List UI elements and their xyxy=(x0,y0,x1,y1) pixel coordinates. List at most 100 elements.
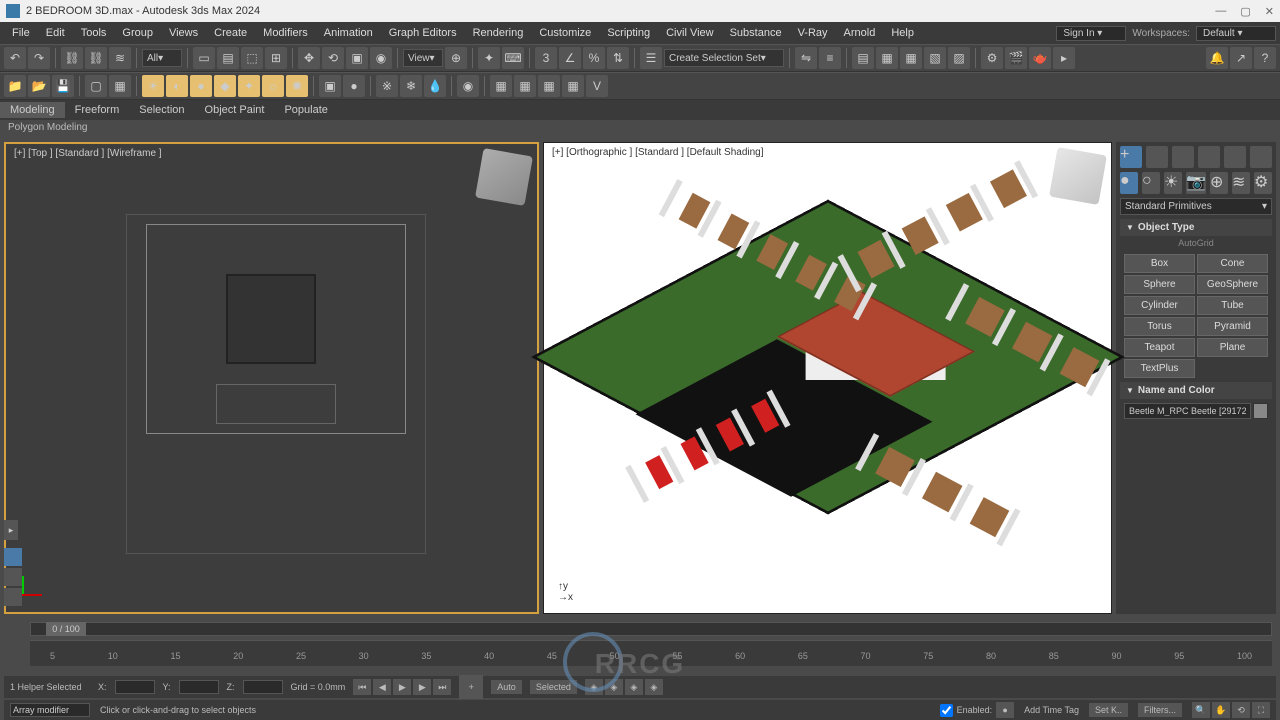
light-sky-button[interactable]: ✦ xyxy=(238,75,260,97)
primitive-cone[interactable]: Cone xyxy=(1197,254,1268,273)
rollout-name-color[interactable]: Name and Color xyxy=(1120,382,1272,399)
motion-tab-icon[interactable] xyxy=(1198,146,1220,168)
workspaces-dropdown[interactable]: Default ▾ xyxy=(1196,26,1276,41)
keyboard-button[interactable]: ⌨ xyxy=(502,47,524,69)
primitive-pyramid[interactable]: Pyramid xyxy=(1197,317,1268,336)
viewport-top-label[interactable]: [+] [Top ] [Standard ] [Wireframe ] xyxy=(14,148,162,159)
dock-btn-2[interactable] xyxy=(4,568,22,586)
ref-coord-dropdown[interactable]: View ▾ xyxy=(403,49,443,67)
enabled-toggle[interactable]: ● xyxy=(996,702,1014,718)
tab-selection[interactable]: Selection xyxy=(129,102,194,118)
viewport-top[interactable]: [+] [Top ] [Standard ] [Wireframe ] xyxy=(4,142,539,614)
curve-editor-button[interactable]: ▦ xyxy=(900,47,922,69)
light-dir-button[interactable]: ● xyxy=(190,75,212,97)
tab-populate[interactable]: Populate xyxy=(274,102,337,118)
pan-btn[interactable]: ✋ xyxy=(1212,702,1230,718)
menu-modifiers[interactable]: Modifiers xyxy=(255,27,316,39)
light-omni-button[interactable]: ☀ xyxy=(142,75,164,97)
menu-arnold[interactable]: Arnold xyxy=(836,27,884,39)
share-button[interactable]: ↗ xyxy=(1230,47,1252,69)
rotate-button[interactable]: ⟲ xyxy=(322,47,344,69)
help-button[interactable]: ? xyxy=(1254,47,1276,69)
open-button[interactable]: 📂 xyxy=(28,75,50,97)
snow-button[interactable]: ❄ xyxy=(400,75,422,97)
vray-tool1[interactable]: ▦ xyxy=(490,75,512,97)
minimize-button[interactable]: — xyxy=(1215,5,1226,18)
snap-button[interactable]: 3 xyxy=(535,47,557,69)
vray-tool4[interactable]: ▦ xyxy=(562,75,584,97)
modifier-button[interactable]: ▣ xyxy=(319,75,341,97)
menu-vray[interactable]: V-Ray xyxy=(790,27,836,39)
viewport-ortho-label[interactable]: [+] [Orthographic ] [Standard ] [Default… xyxy=(552,147,764,158)
vray-tool3[interactable]: ▦ xyxy=(538,75,560,97)
tab-objectpaint[interactable]: Object Paint xyxy=(195,102,275,118)
selection-set-dropdown[interactable]: Create Selection Set ▾ xyxy=(664,49,784,67)
select-region-button[interactable]: ⬚ xyxy=(241,47,263,69)
shapes-icon[interactable]: ○ xyxy=(1142,172,1160,194)
named-sel-button[interactable]: ☰ xyxy=(640,47,662,69)
enabled-checkbox[interactable] xyxy=(940,704,953,717)
primitive-cylinder[interactable]: Cylinder xyxy=(1124,296,1195,315)
zoom-btn[interactable]: 🔍 xyxy=(1192,702,1210,718)
space-warps-icon[interactable]: ≋ xyxy=(1232,172,1250,194)
key-mode-button[interactable]: + xyxy=(459,675,483,699)
geometry-icon[interactable]: ● xyxy=(1120,172,1138,194)
link-button[interactable]: ⛓ xyxy=(61,47,83,69)
particle-button[interactable]: ※ xyxy=(376,75,398,97)
render-prod-button[interactable]: ▸ xyxy=(1053,47,1075,69)
material-ball-button[interactable]: ◉ xyxy=(457,75,479,97)
category-dropdown[interactable]: Standard Primitives▾ xyxy=(1120,198,1272,215)
orbit-btn[interactable]: ⟲ xyxy=(1232,702,1250,718)
maxscript-input[interactable] xyxy=(10,703,90,717)
unlink-button[interactable]: ⛓ xyxy=(85,47,107,69)
goto-end-button[interactable]: ⏭ xyxy=(433,679,451,695)
select-button[interactable]: ▭ xyxy=(193,47,215,69)
menu-edit[interactable]: Edit xyxy=(38,27,73,39)
cameras-icon[interactable]: 📷 xyxy=(1186,172,1206,194)
auto-key-button[interactable]: Auto xyxy=(491,680,522,694)
angle-snap-button[interactable]: ∠ xyxy=(559,47,581,69)
light-photometric-button[interactable]: ✺ xyxy=(286,75,308,97)
lights-icon[interactable]: ☀ xyxy=(1164,172,1182,194)
helpers-icon[interactable]: ⊕ xyxy=(1210,172,1228,194)
nav-btn-4[interactable]: ◈ xyxy=(645,679,663,695)
scale-button[interactable]: ▣ xyxy=(346,47,368,69)
menu-rendering[interactable]: Rendering xyxy=(465,27,532,39)
rollout-object-type[interactable]: Object Type xyxy=(1120,219,1272,236)
x-input[interactable] xyxy=(115,680,155,694)
nav-btn-3[interactable]: ◈ xyxy=(625,679,643,695)
signin-dropdown[interactable]: Sign In ▾ xyxy=(1056,26,1126,41)
primitive-geosphere[interactable]: GeoSphere xyxy=(1197,275,1268,294)
menu-animation[interactable]: Animation xyxy=(316,27,381,39)
menu-views[interactable]: Views xyxy=(161,27,206,39)
modify-tab-icon[interactable] xyxy=(1146,146,1168,168)
systems-icon[interactable]: ⚙ xyxy=(1254,172,1272,194)
maximize-btn[interactable]: ⛶ xyxy=(1252,702,1270,718)
timeline-trackbar[interactable] xyxy=(30,622,1272,636)
menu-customize[interactable]: Customize xyxy=(531,27,599,39)
menu-create[interactable]: Create xyxy=(206,27,255,39)
menu-grapheditors[interactable]: Graph Editors xyxy=(381,27,465,39)
vray-tool2[interactable]: ▦ xyxy=(514,75,536,97)
menu-tools[interactable]: Tools xyxy=(73,27,115,39)
primitive-plane[interactable]: Plane xyxy=(1197,338,1268,357)
goto-start-button[interactable]: ⏮ xyxy=(353,679,371,695)
dock-btn-1[interactable] xyxy=(4,548,22,566)
expand-trackbar-button[interactable]: ▸ xyxy=(4,520,18,540)
layer-button[interactable]: ▤ xyxy=(852,47,874,69)
menu-substance[interactable]: Substance xyxy=(722,27,790,39)
pivot-button[interactable]: ⊕ xyxy=(445,47,467,69)
vray-tool5[interactable]: V xyxy=(586,75,608,97)
selection-filter[interactable]: All ▾ xyxy=(142,49,182,67)
redo-button[interactable]: ↷ xyxy=(28,47,50,69)
percent-snap-button[interactable]: % xyxy=(583,47,605,69)
render-setup-button[interactable]: ⚙ xyxy=(981,47,1003,69)
undo-button[interactable]: ↶ xyxy=(4,47,26,69)
menu-group[interactable]: Group xyxy=(114,27,161,39)
select-name-button[interactable]: ▤ xyxy=(217,47,239,69)
primitive-box[interactable]: Box xyxy=(1124,254,1195,273)
close-button[interactable]: ✕ xyxy=(1265,5,1274,18)
add-time-tag[interactable]: Add Time Tag xyxy=(1024,705,1079,715)
mirror-button[interactable]: ⇋ xyxy=(795,47,817,69)
autogrid-label[interactable]: AutoGrid xyxy=(1120,236,1272,250)
